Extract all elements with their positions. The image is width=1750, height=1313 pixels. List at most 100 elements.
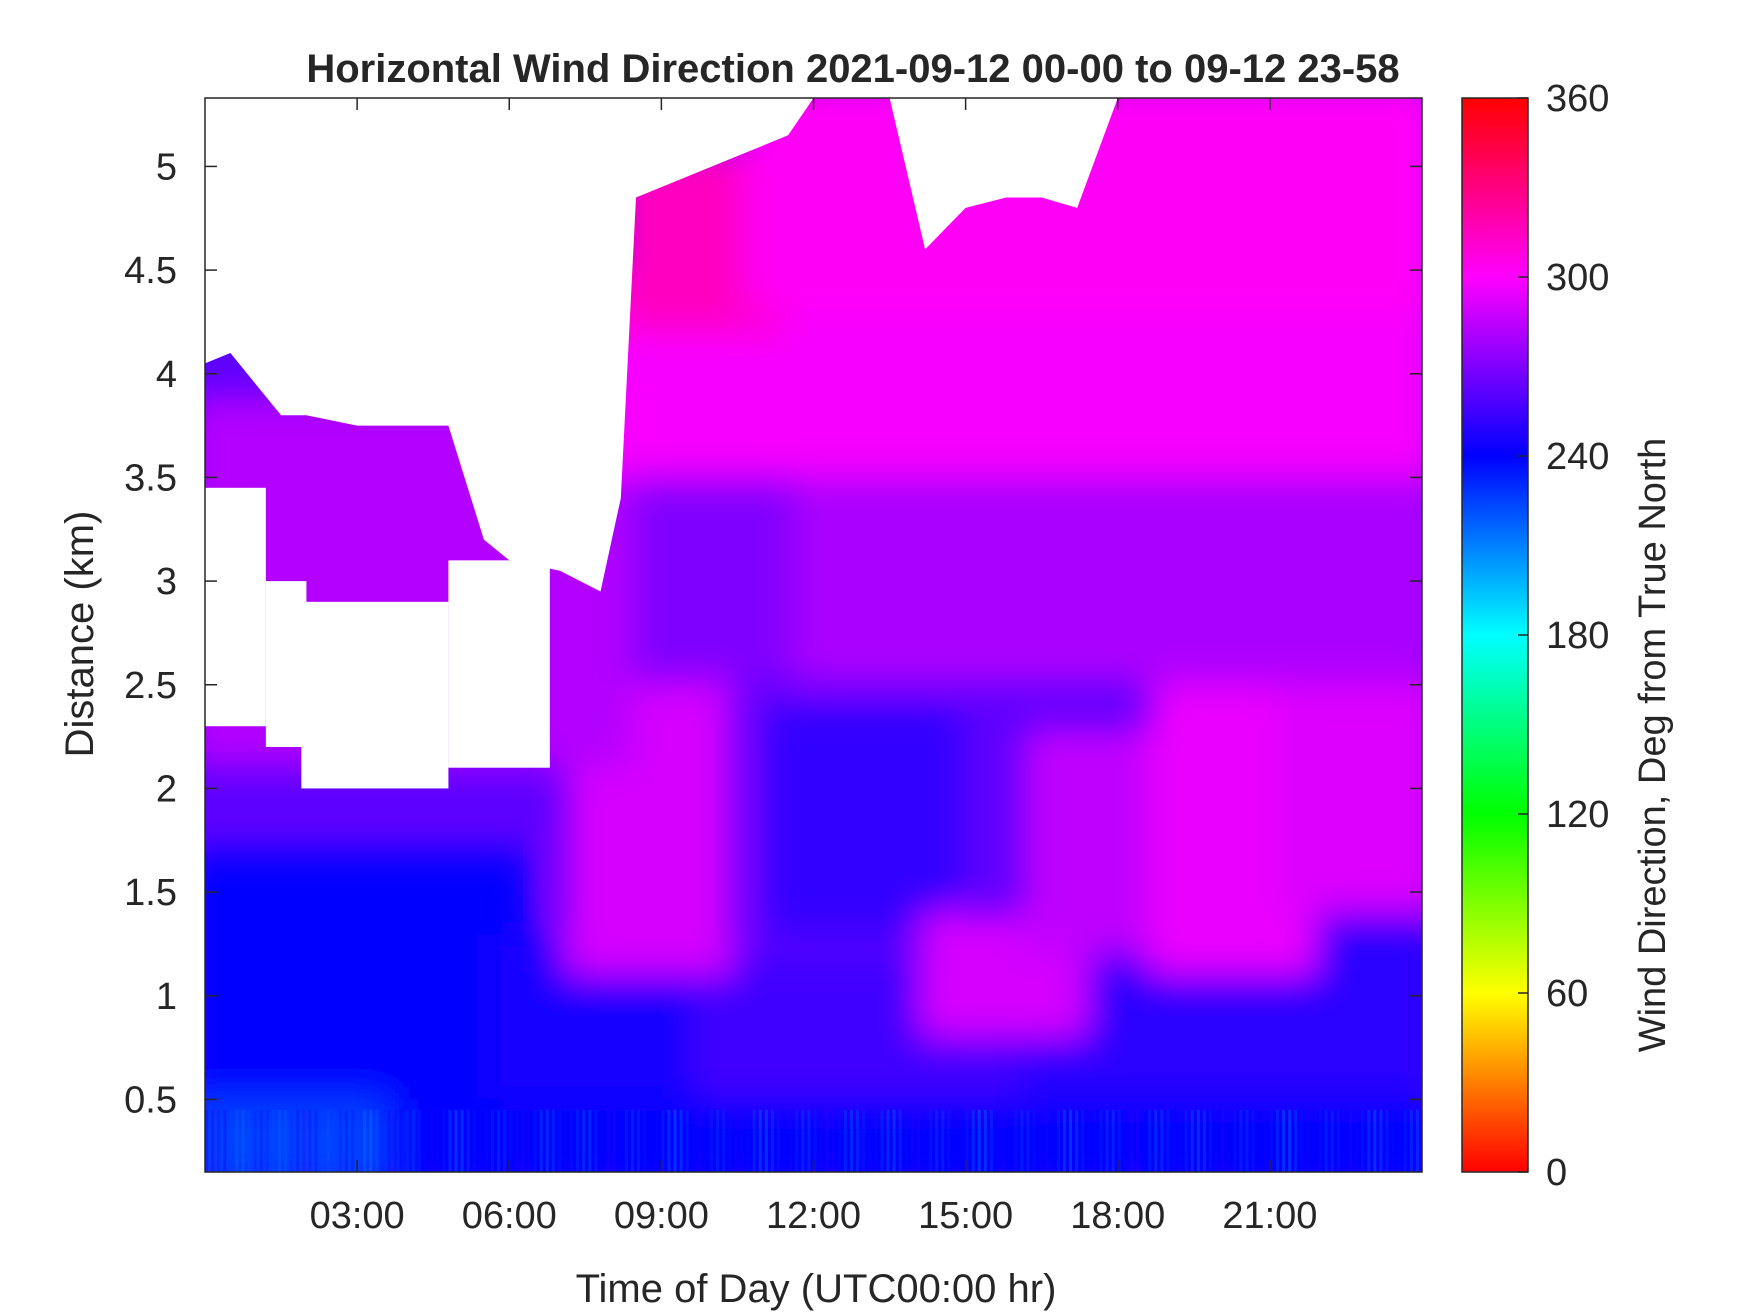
heatmap-streak <box>557 1109 561 1172</box>
heatmap-streak <box>728 1109 732 1172</box>
y-tick-label: 1 <box>156 976 177 1018</box>
heatmap-streak <box>211 1109 215 1172</box>
heatmap-streak <box>290 1109 294 1172</box>
heatmap-streak <box>1081 1109 1085 1172</box>
heatmap-streak <box>1257 1109 1261 1172</box>
heatmap-streak <box>582 1109 586 1172</box>
heatmap-streak <box>1117 1109 1121 1172</box>
heatmap-streak <box>1288 1109 1292 1172</box>
heatmap-streak <box>1275 1109 1279 1172</box>
x-tick-label: 15:00 <box>918 1195 1013 1237</box>
y-axis: 0.5 1 1.5 2 2.5 3 3.5 4 4.5 5 <box>124 146 1422 1121</box>
colorbar-tick-label: 180 <box>1546 615 1609 657</box>
heatmap-streak <box>1221 1109 1225 1172</box>
plot-area <box>205 98 1422 1172</box>
heatmap-streak <box>1148 1109 1152 1172</box>
heatmap-streak <box>509 1109 513 1172</box>
heatmap-field <box>205 98 1422 1172</box>
heatmap-streak <box>314 1109 318 1172</box>
heatmap-streak <box>977 1109 981 1172</box>
heatmap-streak <box>405 1109 409 1172</box>
heatmap-streak <box>357 1109 361 1172</box>
y-tick-label: 3 <box>156 561 177 603</box>
colorbar-scale <box>1461 97 1529 1173</box>
heatmap-streak <box>673 1109 677 1172</box>
heatmap-streak <box>1397 1109 1401 1172</box>
heatmap-streak <box>868 1109 872 1172</box>
heatmap-streak <box>1038 1109 1042 1172</box>
heatmap-streak <box>1403 1109 1407 1172</box>
heatmap-streak <box>320 1109 324 1172</box>
heatmap-streak <box>1160 1109 1164 1172</box>
heatmap-streak <box>430 1109 434 1172</box>
heatmap-streak <box>588 1109 592 1172</box>
heatmap-streak <box>503 1109 507 1172</box>
heatmap-streak <box>454 1109 458 1172</box>
y-tick-label: 4.5 <box>124 250 177 292</box>
heatmap-streak <box>746 1109 750 1172</box>
colorbar-tick-label: 240 <box>1546 436 1609 478</box>
heatmap-streak <box>752 1109 756 1172</box>
heatmap-streak <box>697 1109 701 1172</box>
heatmap-streak <box>1318 1109 1322 1172</box>
heatmap-streak <box>217 1109 221 1172</box>
heatmap-streak <box>381 1109 385 1172</box>
heatmap-streak <box>259 1109 263 1172</box>
heatmap-streak <box>1196 1109 1200 1172</box>
heatmap-streak <box>594 1109 598 1172</box>
heatmap-streak <box>466 1109 470 1172</box>
colorbar-tick-label: 360 <box>1546 78 1609 120</box>
heatmap-streak <box>1008 1109 1012 1172</box>
heatmap-streak <box>229 1109 233 1172</box>
heatmap-streak <box>1044 1109 1048 1172</box>
heatmap-streak <box>1178 1109 1182 1172</box>
heatmap-streak <box>874 1109 878 1172</box>
heatmap-streak <box>1202 1109 1206 1172</box>
heatmap-streak <box>387 1109 391 1172</box>
colorbar-tick-label: 120 <box>1546 794 1609 836</box>
heatmap-streak <box>478 1109 482 1172</box>
heatmap-streak <box>576 1109 580 1172</box>
heatmap-streak <box>862 1109 866 1172</box>
heatmap-streak <box>1373 1109 1377 1172</box>
heatmap-streak <box>983 1109 987 1172</box>
heatmap-streak <box>624 1109 628 1172</box>
heatmap-streak <box>436 1109 440 1172</box>
heatmap-streak <box>740 1109 744 1172</box>
heatmap-streak <box>630 1109 634 1172</box>
heatmap-streak <box>783 1109 787 1172</box>
heatmap-streak <box>564 1109 568 1172</box>
heatmap-streak <box>722 1109 726 1172</box>
heatmap-streak <box>856 1109 860 1172</box>
heatmap-streak <box>424 1109 428 1172</box>
x-tick-label: 06:00 <box>462 1195 557 1237</box>
heatmap-streaks <box>205 1109 1419 1172</box>
heatmap-streak <box>1251 1109 1255 1172</box>
heatmap-streak <box>637 1109 641 1172</box>
no-data-gap-1 <box>265 581 307 747</box>
heatmap-streak <box>1215 1109 1219 1172</box>
heatmap-streak <box>1050 1109 1054 1172</box>
heatmap-streak <box>837 1109 841 1172</box>
y-tick-label: 2 <box>156 768 177 810</box>
heatmap-streak <box>247 1109 251 1172</box>
heatmap-streak <box>1227 1109 1231 1172</box>
heatmap-streak <box>1105 1109 1109 1172</box>
colorbar-label: Wind Direction, Deg from True North <box>1632 438 1674 1053</box>
heatmap-streak <box>801 1109 805 1172</box>
heatmap-streak <box>1348 1109 1352 1172</box>
heatmap-streak <box>1002 1109 1006 1172</box>
chart-title: Horizontal Wind Direction 2021-09-12 00-… <box>306 47 1399 91</box>
heatmap-streak <box>1415 1109 1419 1172</box>
heatmap-streak <box>947 1109 951 1172</box>
heatmap-streak <box>338 1109 342 1172</box>
heatmap-streak <box>539 1109 543 1172</box>
heatmap-streak <box>1209 1109 1213 1172</box>
colorbar: 0 60 120 180 240 300 360 <box>1461 78 1609 1194</box>
heatmap-streak <box>1123 1109 1127 1172</box>
y-tick-label: 1.5 <box>124 872 177 914</box>
heatmap-streak <box>989 1109 993 1172</box>
heatmap-streak <box>1184 1109 1188 1172</box>
heatmap-streak <box>923 1109 927 1172</box>
